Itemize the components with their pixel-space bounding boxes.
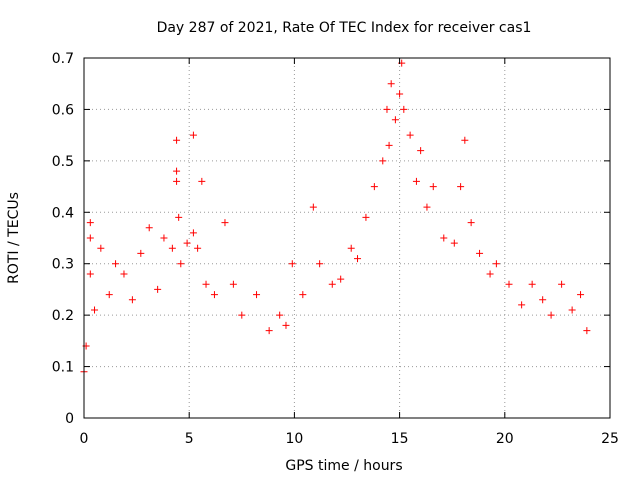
data-point [160, 234, 168, 242]
data-point [423, 203, 431, 211]
data-point [210, 291, 218, 299]
data-point [128, 296, 136, 304]
data-point [387, 80, 395, 88]
data-point [354, 255, 362, 263]
data-point [577, 291, 585, 299]
data-point [221, 219, 229, 227]
data-point [173, 167, 181, 175]
data-point [518, 301, 526, 309]
data-point [406, 131, 414, 139]
y-tick-label: 0.1 [52, 360, 74, 376]
data-point [253, 291, 261, 299]
y-tick-label: 0.2 [52, 308, 74, 324]
data-point [486, 270, 494, 278]
data-point [202, 280, 210, 288]
data-point [198, 177, 206, 185]
data-point [528, 280, 536, 288]
data-point [120, 270, 128, 278]
data-point [276, 311, 284, 319]
data-point [309, 203, 317, 211]
data-point [558, 280, 566, 288]
y-axis-ticks: 0 0.1 0.2 0.3 0.4 0.5 0.6 0.7 [52, 51, 610, 427]
data-point [505, 280, 513, 288]
data-point [379, 157, 387, 165]
data-point [238, 311, 246, 319]
data-point [229, 280, 237, 288]
data-point [457, 183, 465, 191]
data-point [282, 321, 290, 329]
data-point [299, 291, 307, 299]
y-tick-label: 0 [65, 411, 74, 427]
data-point [440, 234, 448, 242]
data-point [288, 260, 296, 268]
data-point [97, 244, 105, 252]
data-point [396, 90, 404, 98]
data-point [583, 327, 591, 335]
y-tick-label: 0.6 [52, 102, 74, 118]
data-point [547, 311, 555, 319]
data-point [383, 105, 391, 113]
data-point [347, 244, 355, 252]
data-points [80, 59, 591, 376]
x-tick-label: 25 [601, 431, 619, 447]
data-point [175, 213, 183, 221]
data-point [467, 219, 475, 227]
data-point [173, 177, 181, 185]
data-point [112, 260, 120, 268]
data-point [429, 183, 437, 191]
x-tick-label: 20 [496, 431, 514, 447]
x-tick-label: 10 [285, 431, 303, 447]
data-point [328, 280, 336, 288]
data-point [194, 244, 202, 252]
x-tick-label: 5 [185, 431, 194, 447]
data-point [539, 296, 547, 304]
y-tick-label: 0.5 [52, 154, 74, 170]
data-point [189, 131, 197, 139]
x-axis-label: GPS time / hours [285, 458, 402, 474]
data-point [86, 270, 94, 278]
data-point [177, 260, 185, 268]
data-point [417, 147, 425, 155]
y-tick-label: 0.4 [52, 205, 74, 221]
data-point [412, 177, 420, 185]
data-point [183, 239, 191, 247]
data-point [362, 213, 370, 221]
y-axis-label: ROTI / TECUs [6, 192, 22, 284]
chart-title: Day 287 of 2021, Rate Of TEC Index for r… [157, 20, 532, 36]
data-point [461, 136, 469, 144]
y-tick-label: 0.3 [52, 257, 74, 273]
x-tick-label: 15 [391, 431, 409, 447]
data-point [337, 275, 345, 283]
data-point [400, 105, 408, 113]
data-point [91, 306, 99, 314]
data-point [265, 327, 273, 335]
data-point [154, 285, 162, 293]
x-axis-ticks: 0 5 10 15 20 25 [80, 58, 619, 447]
data-point [86, 219, 94, 227]
data-point [168, 244, 176, 252]
x-tick-label: 0 [80, 431, 89, 447]
data-point [145, 224, 153, 232]
data-point [492, 260, 500, 268]
grid-lines [84, 58, 610, 418]
data-point [385, 141, 393, 149]
data-point [391, 116, 399, 124]
data-point [370, 183, 378, 191]
data-point [189, 229, 197, 237]
data-point [86, 234, 94, 242]
y-tick-label: 0.7 [52, 51, 74, 67]
data-point [137, 249, 145, 257]
data-point [105, 291, 113, 299]
data-point [476, 249, 484, 257]
data-point [173, 136, 181, 144]
data-point [568, 306, 576, 314]
plot-frame [83, 57, 611, 419]
data-point [450, 239, 458, 247]
data-point [316, 260, 324, 268]
